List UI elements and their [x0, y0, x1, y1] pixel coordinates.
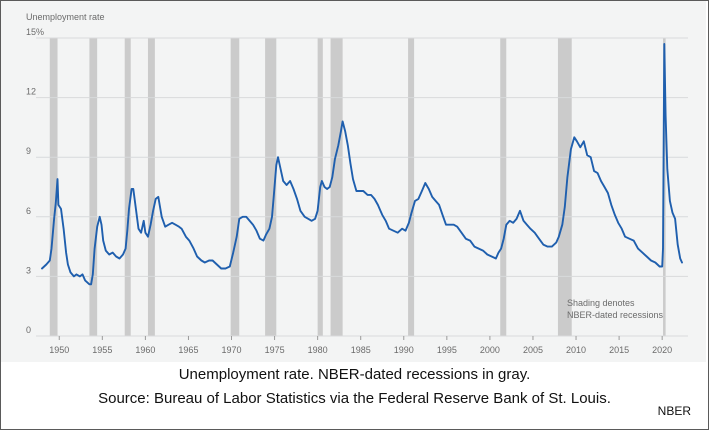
x-tick-label-1980: 1980	[308, 345, 328, 355]
x-tick-label-1990: 1990	[394, 345, 414, 355]
x-tick-label-1995: 1995	[437, 345, 457, 355]
x-tick-labels: 1950 1955 1960 1965 1970 1975 1980 1985 1990 1995…	[49, 336, 672, 355]
recession-band-4	[147, 38, 155, 336]
annotation-line-2: NBER-dated recessions	[567, 310, 664, 320]
recession-band-6	[265, 38, 277, 336]
unemployment-rate-line	[41, 43, 683, 286]
recession-bands	[49, 38, 666, 336]
x-tick-label-1950: 1950	[49, 345, 69, 355]
recession-band-11	[557, 38, 572, 336]
recession-band-3	[124, 38, 131, 336]
y-tick-label-6: 6	[26, 206, 31, 216]
recession-band-1	[49, 38, 58, 336]
recession-band-8	[330, 38, 343, 336]
x-tick-label-1985: 1985	[351, 345, 371, 355]
y-tick-label-3: 3	[26, 265, 31, 275]
y-tick-label-9: 9	[26, 146, 31, 156]
y-tick-label-15: 15%	[26, 27, 44, 37]
x-tick-label-1965: 1965	[178, 345, 198, 355]
recession-band-5	[230, 38, 240, 336]
x-tick-label-2015: 2015	[609, 345, 629, 355]
y-tick-label-12: 12	[26, 87, 36, 97]
gridlines	[36, 37, 688, 337]
x-tick-label-1975: 1975	[265, 345, 285, 355]
caption-line-1: Unemployment rate. NBER-dated recessions…	[178, 366, 531, 383]
x-tick-label-2000: 2000	[480, 345, 500, 355]
x-tick-label-1960: 1960	[135, 345, 155, 355]
credit-label: NBER	[657, 404, 691, 418]
recession-band-10	[500, 38, 507, 336]
recession-band-2	[89, 38, 98, 336]
x-tick-label-2005: 2005	[523, 345, 543, 355]
recession-band-9	[408, 38, 415, 336]
x-tick-label-1970: 1970	[221, 345, 241, 355]
x-tick-label-2010: 2010	[566, 345, 586, 355]
caption-line-2: Source: Bureau of Labor Statistics via t…	[98, 390, 611, 407]
annotation-line-1: Shading denotes	[567, 298, 635, 308]
chart-title: Unemployment rate	[26, 12, 105, 22]
y-tick-labels: 15% 12 9 6 3 0	[26, 27, 44, 335]
y-tick-label-0: 0	[26, 325, 31, 335]
unemployment-chart: Unemployment rate 15% 12 9 6 3 0 1950 1955 1960…	[26, 12, 688, 355]
x-tick-label-2020: 2020	[652, 345, 672, 355]
x-tick-label-1955: 1955	[92, 345, 112, 355]
